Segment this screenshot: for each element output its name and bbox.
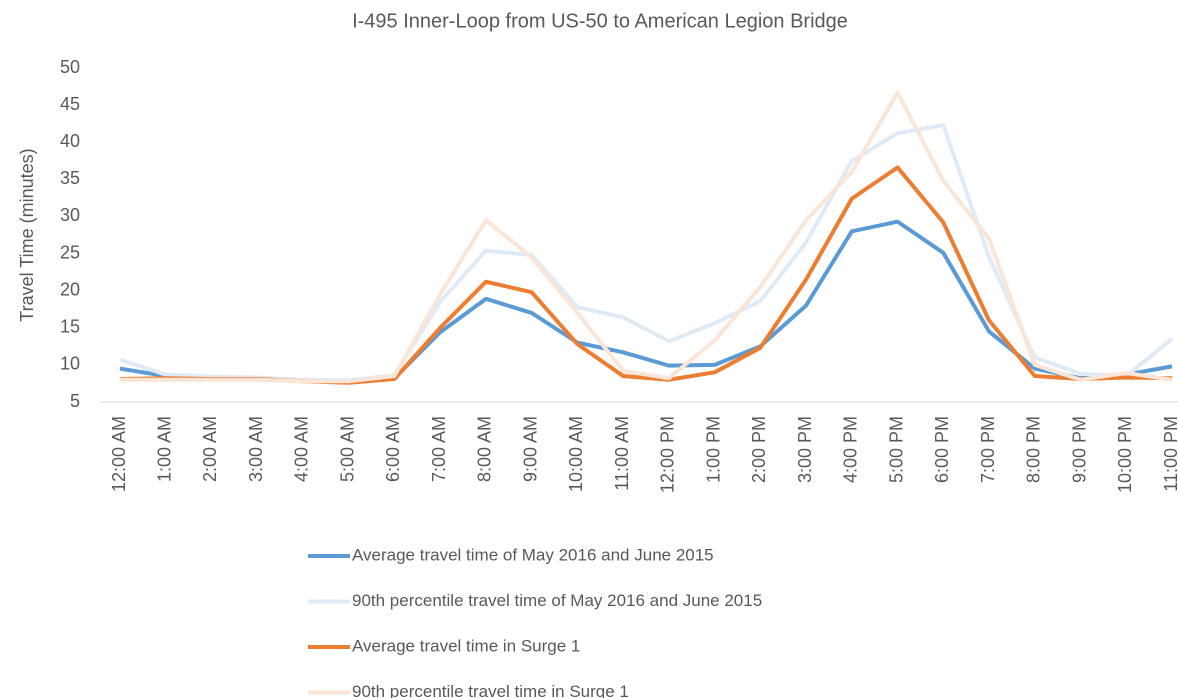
y-tick-label: 45 xyxy=(60,94,80,114)
y-axis-label: Travel Time (minutes) xyxy=(17,148,37,321)
y-tick-label: 30 xyxy=(60,205,80,225)
y-tick-label: 15 xyxy=(60,317,80,337)
x-tick-label: 11:00 PM xyxy=(1161,416,1178,492)
series-line xyxy=(119,123,1174,383)
y-tick-label: 50 xyxy=(60,57,80,77)
x-tick-label: 4:00 PM xyxy=(841,416,861,483)
x-tick-label: 5:00 AM xyxy=(337,416,357,482)
chart-title: I-495 Inner-Loop from US-50 to American … xyxy=(352,10,848,32)
y-tick-label: 35 xyxy=(60,168,80,188)
x-tick-label: 9:00 AM xyxy=(520,416,540,482)
x-tick-label: 9:00 PM xyxy=(1069,416,1089,483)
x-tick-label: 6:00 AM xyxy=(383,416,403,482)
x-tick-label: 10:00 PM xyxy=(1115,416,1135,493)
x-tick-label: 12:00 PM xyxy=(658,416,678,493)
x-tick-label: 11:00 AM xyxy=(612,416,632,491)
x-tick-label: 7:00 AM xyxy=(429,416,449,482)
y-tick-label: 40 xyxy=(60,131,80,151)
y-tick-label: 5 xyxy=(70,391,80,411)
x-tick-label: 8:00 PM xyxy=(1024,416,1044,483)
series-line xyxy=(120,90,1173,384)
y-tick-label: 25 xyxy=(60,242,80,262)
y-tick-label: 10 xyxy=(60,354,80,374)
x-tick-label: 2:00 AM xyxy=(200,416,220,482)
legend-label: Average travel time in Surge 1 xyxy=(352,636,580,655)
x-tick-label: 8:00 AM xyxy=(475,416,495,482)
legend-label: 90th percentile travel time of May 2016 … xyxy=(352,591,762,610)
x-tick-label: 7:00 PM xyxy=(978,416,998,483)
series-line xyxy=(119,219,1173,384)
x-tick-label: 3:00 PM xyxy=(795,416,815,483)
x-tick-label: 5:00 PM xyxy=(886,416,906,483)
x-tick-label: 3:00 AM xyxy=(246,416,266,482)
x-tick-label: 1:00 AM xyxy=(154,416,174,482)
legend-label: Average travel time of May 2016 and June… xyxy=(352,545,714,564)
x-tick-label: 1:00 PM xyxy=(703,416,723,483)
y-tick-label: 20 xyxy=(60,279,80,299)
series-line xyxy=(119,165,1173,385)
x-tick-label: 10:00 AM xyxy=(566,416,586,492)
x-tick-label: 2:00 PM xyxy=(749,416,769,483)
x-tick-label: 12:00 AM xyxy=(109,416,129,492)
legend-label: 90th percentile travel time in Surge 1 xyxy=(352,682,629,698)
x-tick-label: 4:00 AM xyxy=(292,416,312,482)
x-tick-label: 6:00 PM xyxy=(932,416,952,483)
